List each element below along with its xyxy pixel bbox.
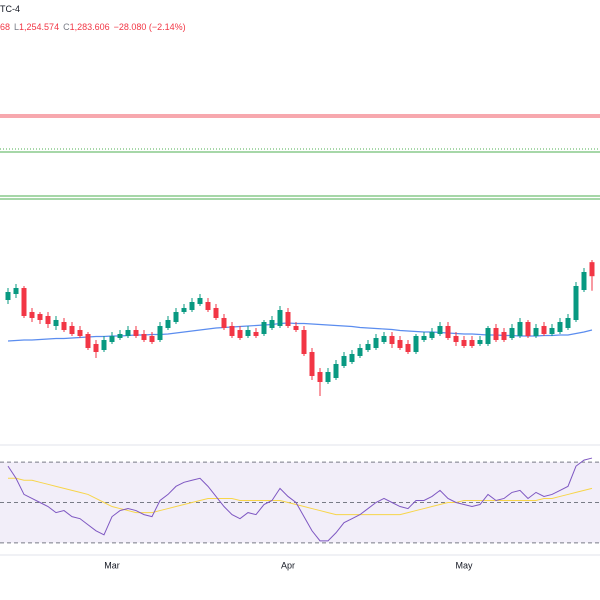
- candle-body: [325, 372, 331, 382]
- candle-body: [453, 336, 459, 342]
- candle-body: [293, 326, 299, 330]
- x-tick-label: Apr: [281, 560, 295, 570]
- candle-body: [21, 288, 27, 316]
- candle-body: [277, 310, 283, 326]
- candle-body: [333, 364, 339, 378]
- candle-body: [189, 302, 195, 310]
- candle-body: [533, 328, 539, 336]
- candle-body: [93, 344, 99, 352]
- candle-body: [469, 340, 475, 346]
- candle-body: [365, 344, 371, 350]
- candle-body: [557, 322, 563, 332]
- candle-body: [397, 340, 403, 348]
- candle-body: [261, 322, 267, 334]
- candle-body: [413, 336, 419, 352]
- candle-body: [229, 326, 235, 336]
- candle-body: [125, 330, 131, 336]
- candle-body: [525, 322, 531, 336]
- candle-body: [309, 352, 315, 376]
- low-label: L: [14, 22, 20, 32]
- change: −28.080 (−2.14%): [113, 22, 186, 32]
- candle-body: [501, 332, 507, 340]
- candle-body: [197, 298, 203, 304]
- candle-body: [565, 318, 571, 328]
- candle-body: [245, 330, 251, 336]
- close-value: 1,283.606: [69, 22, 110, 32]
- ohlc-header: 68 L1,254.574 C1,283.606 −28.080 (−2.14%): [0, 22, 186, 32]
- candle-body: [373, 338, 379, 348]
- candle-body: [133, 330, 139, 336]
- candle-body: [485, 328, 491, 344]
- candle-body: [85, 334, 91, 348]
- candle-body: [341, 356, 347, 366]
- candle-body: [13, 288, 19, 294]
- candle-body: [45, 316, 51, 324]
- candle-body: [237, 330, 243, 338]
- candle-body: [461, 340, 467, 346]
- candle-body: [437, 326, 443, 334]
- candle-body: [269, 320, 275, 328]
- candle-body: [405, 344, 411, 352]
- candle-body: [181, 308, 187, 312]
- rsi-line: [8, 477, 593, 516]
- candle-body: [589, 262, 595, 277]
- candle-body: [509, 328, 515, 338]
- candle-body: [205, 302, 211, 310]
- candle-body: [117, 334, 123, 338]
- candle-body: [221, 318, 227, 328]
- candle-body: [357, 348, 363, 356]
- x-tick-label: Mar: [104, 560, 120, 570]
- candle-body: [213, 308, 219, 318]
- candle-body: [253, 332, 259, 336]
- candle-body: [445, 326, 451, 338]
- high-fragment: 68: [0, 22, 11, 32]
- candle-body: [77, 330, 83, 336]
- candle-body: [493, 328, 499, 340]
- candle-body: [109, 336, 115, 342]
- candle-body: [301, 330, 307, 354]
- candle-body: [69, 326, 75, 334]
- candle-body: [349, 354, 355, 362]
- candle-body: [285, 312, 291, 326]
- candle-body: [61, 322, 67, 330]
- candle-body: [37, 314, 43, 320]
- candle-body: [549, 328, 555, 334]
- candle-body: [581, 272, 587, 290]
- candle-body: [53, 320, 59, 326]
- candle-body: [165, 320, 171, 328]
- low-value: 1,254.574: [19, 22, 60, 32]
- candle-body: [573, 286, 579, 320]
- candle-body: [389, 336, 395, 344]
- candle-body: [29, 312, 35, 318]
- candle-body: [381, 336, 387, 342]
- candle-body: [157, 326, 163, 340]
- candle-body: [5, 292, 11, 300]
- candle-body: [173, 312, 179, 322]
- candle-body: [541, 326, 547, 334]
- timezone: TC-4: [0, 4, 20, 14]
- rsi-band: [0, 462, 600, 543]
- candle-body: [317, 372, 323, 382]
- candle-body: [517, 322, 523, 336]
- close-label: C: [63, 22, 70, 32]
- candle-body: [149, 336, 155, 342]
- rsi-line: [7, 457, 593, 542]
- candle-body: [421, 336, 427, 340]
- x-tick-label: May: [455, 560, 473, 570]
- candle-body: [141, 334, 147, 340]
- candle-body: [101, 340, 107, 350]
- candle-body: [429, 332, 435, 338]
- candle-body: [477, 340, 483, 344]
